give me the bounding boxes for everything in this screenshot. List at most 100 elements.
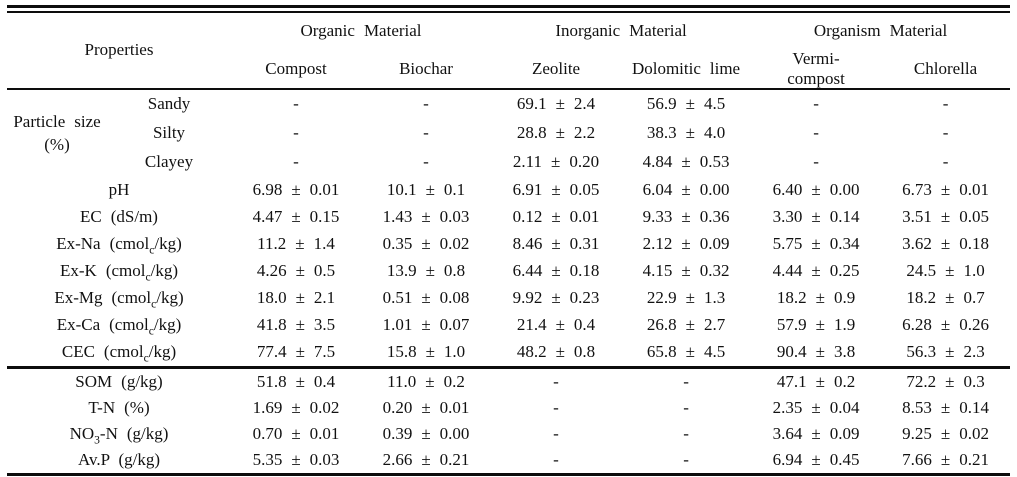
property-label: pH	[108, 180, 130, 200]
column-header-vermicompost: Vermi- compost	[751, 49, 882, 91]
property-group-label: Particle size (%)	[13, 111, 101, 154]
value-cell: 8.53 ± 0.14	[902, 397, 989, 417]
value-cell: 15.8 ± 1.0	[361, 339, 492, 370]
value-cell: 26.8 ± 2.7	[646, 315, 726, 335]
column-header-dolomitic-lime: Dolomitic lime	[621, 49, 752, 91]
table-row: T-N (%) 1.69 ± 0.02 0.20 ± 0.01 - - 2.35 ± 0.…	[7, 395, 1010, 421]
value-cell: -	[683, 397, 689, 417]
value-cell: 10.1 ± 0.1	[386, 180, 466, 200]
value-cell: 5.75 ± 0.34	[772, 234, 860, 254]
value-cell: 11.0 ± 0.2	[387, 371, 465, 391]
value-cell: 4.26 ± 0.5	[256, 261, 336, 281]
value-cell: 69.1 ± 2.4	[516, 94, 596, 114]
value-cell: 11.2 ± 1.4	[257, 234, 335, 254]
value-cell: 6.91 ± 0.05	[512, 180, 600, 200]
value-cell: 7.66 ± 0.21	[902, 449, 989, 469]
property-label: Ex-Mg (cmolc/kg)	[54, 288, 184, 311]
value-cell: 2.11 ± 0.20	[512, 152, 600, 172]
value-cell: -	[942, 152, 949, 172]
particle-fraction-label: Clayey	[144, 152, 194, 172]
value-cell: 3.62 ± 0.18	[902, 234, 989, 254]
table-top-double-rule	[7, 5, 1010, 13]
table-row: Clayey - - 2.11 ± 0.20 4.84 ± 0.53 - -	[7, 148, 1010, 177]
group-header-organic-material: Organic Material	[300, 20, 422, 40]
value-cell: 56.3 ± 2.3	[881, 339, 1011, 370]
value-cell: 9.25 ± 0.02	[902, 423, 989, 443]
value-cell: 3.30 ± 0.14	[772, 207, 860, 227]
value-cell: 24.5 ± 1.0	[906, 261, 985, 281]
value-cell: -	[813, 94, 819, 114]
value-cell: 2.35 ± 0.04	[772, 397, 860, 417]
value-cell: 6.28 ± 0.26	[902, 315, 989, 335]
value-cell: 0.70 ± 0.01	[252, 423, 340, 443]
table-row: Particle size (%) Sandy - - 69.1 ± 2.4 56.9 ±…	[7, 89, 1010, 153]
properties-header: Properties	[7, 13, 231, 91]
value-cell: -	[423, 152, 429, 172]
value-cell: 51.8 ± 0.4	[256, 371, 336, 391]
property-label: Ex-Ca (cmolc/kg)	[56, 315, 182, 338]
particle-fraction-label: Sandy	[147, 94, 191, 114]
value-cell: 1.43 ± 0.03	[382, 207, 470, 227]
value-cell: 0.35 ± 0.02	[382, 234, 470, 254]
column-header-compost: Compost	[231, 49, 361, 91]
property-label: Ex-K (cmolc/kg)	[59, 261, 179, 284]
value-cell: 1.69 ± 0.02	[252, 397, 340, 417]
value-cell: 6.73 ± 0.01	[902, 180, 989, 200]
property-label: NO3-N (g/kg)	[69, 423, 169, 447]
value-cell: -	[683, 449, 689, 469]
table-row: NO3-N (g/kg) 0.70 ± 0.01 0.39 ± 0.00 - - 3.64…	[7, 421, 1010, 447]
value-cell: 0.51 ± 0.08	[382, 288, 470, 308]
value-cell: 77.4 ± 7.5	[231, 339, 361, 370]
property-label: CEC (cmolc/kg)	[7, 339, 231, 370]
value-cell: 13.9 ± 0.8	[386, 261, 466, 281]
table-row: pH 6.98 ± 0.01 10.1 ± 0.1 6.91 ± 0.05 6.04 ±…	[7, 177, 1010, 204]
value-cell: 0.20 ± 0.01	[382, 397, 470, 417]
value-cell: 8.46 ± 0.31	[512, 234, 600, 254]
property-label: EC (dS/m)	[80, 207, 158, 227]
table-row: Av.P (g/kg) 5.35 ± 0.03 2.66 ± 0.21 - - 6.94 …	[7, 447, 1010, 475]
value-cell: -	[553, 397, 559, 417]
value-cell: 65.8 ± 4.5	[621, 339, 752, 370]
value-cell: 5.35 ± 0.03	[252, 449, 340, 469]
value-cell: 0.12 ± 0.01	[512, 207, 600, 227]
column-header-zeolite: Zeolite	[491, 49, 622, 91]
value-cell: -	[293, 152, 299, 172]
value-cell: -	[553, 371, 559, 391]
amendment-properties-table: Properties Organic Material Inorganic Ma…	[7, 13, 1011, 477]
value-cell: -	[553, 423, 559, 443]
value-cell: 2.12 ± 0.09	[642, 234, 730, 254]
value-cell: -	[942, 123, 949, 143]
value-cell: 57.9 ± 1.9	[776, 315, 856, 335]
table-header: Properties Organic Material Inorganic Ma…	[7, 13, 1011, 91]
value-cell: 18.2 ± 0.9	[776, 288, 856, 308]
table-row: Silty - - 28.8 ± 2.2 38.3 ± 4.0 - -	[7, 119, 1010, 148]
amendment-properties-table-wrap: Properties Organic Material Inorganic Ma…	[7, 5, 1011, 477]
table-row: SOM (g/kg) 51.8 ± 0.4 11.0 ± 0.2 - - 47.1 ± 0…	[7, 368, 1010, 396]
value-cell: 6.98 ± 0.01	[252, 180, 340, 200]
column-header-row: Compost Biochar Zeolite Dolomitic lime V…	[7, 49, 1011, 91]
value-cell: 1.01 ± 0.07	[382, 315, 470, 335]
value-cell: 48.2 ± 0.8	[491, 339, 622, 370]
value-cell: -	[942, 94, 949, 114]
particle-fraction-label: Silty	[152, 123, 186, 143]
table-row: Ex-Ca (cmolc/kg) 41.8 ± 3.5 1.01 ± 0.07 21.…	[7, 312, 1010, 339]
column-header-biochar: Biochar	[361, 49, 492, 91]
value-cell: -	[423, 123, 429, 143]
value-cell: 2.66 ± 0.21	[382, 449, 470, 469]
value-cell: -	[683, 423, 689, 443]
property-label: Ex-Na (cmolc/kg)	[56, 234, 182, 257]
value-cell: 28.8 ± 2.2	[516, 123, 596, 143]
table-row: Ex-K (cmolc/kg) 4.26 ± 0.5 13.9 ± 0.8 6.44 …	[7, 258, 1010, 285]
table-body: Particle size (%) Sandy - - 69.1 ± 2.4 56.9 ±…	[7, 89, 1011, 475]
value-cell: -	[683, 371, 689, 391]
column-header-chlorella: Chlorella	[881, 49, 1011, 91]
property-label: T-N (%)	[88, 397, 150, 417]
value-cell: 38.3 ± 4.0	[646, 123, 726, 143]
value-cell: 90.4 ± 3.8	[751, 339, 882, 370]
value-cell: 72.2 ± 0.3	[906, 371, 985, 391]
group-header-inorganic-material: Inorganic Material	[555, 20, 687, 40]
value-cell: 56.9 ± 4.5	[646, 94, 726, 114]
value-cell: 6.94 ± 0.45	[772, 449, 860, 469]
property-label: Av.P (g/kg)	[77, 449, 161, 469]
value-cell: 3.64 ± 0.09	[772, 423, 860, 443]
